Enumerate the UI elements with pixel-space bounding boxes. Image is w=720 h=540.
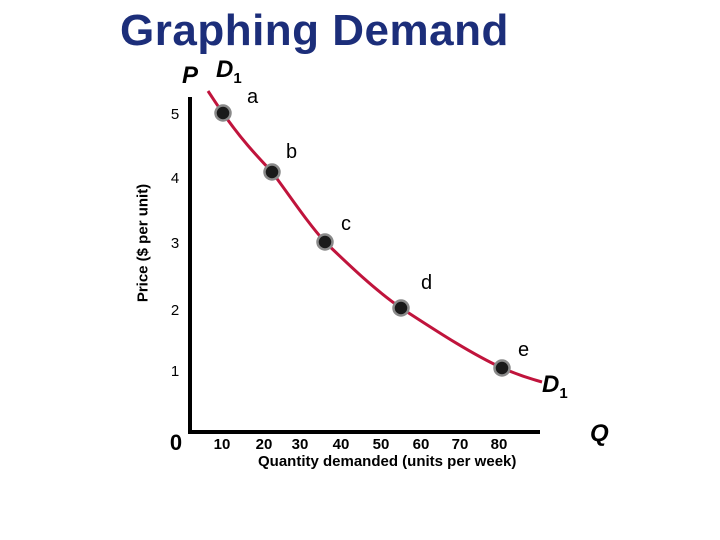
curve-label-letter: D <box>216 56 234 83</box>
point-label-e: e <box>518 339 529 361</box>
x-tick-label: 70 <box>452 436 469 453</box>
curve-label-subscript: 1 <box>559 384 568 402</box>
point-label-b: b <box>286 141 297 163</box>
demand-curve-d1 <box>206 90 543 384</box>
curve-label-letter: D <box>542 371 560 398</box>
y-tick-label: 4 <box>171 170 179 187</box>
x-tick-label: 50 <box>373 436 390 453</box>
x-axis-label: Quantity demanded (units per week) <box>258 453 517 470</box>
data-point-b <box>263 163 281 181</box>
slide-title: Graphing Demand <box>120 6 509 55</box>
x-tick-label: 40 <box>333 436 350 453</box>
y-axis-symbol: P <box>182 62 199 89</box>
data-point-d <box>392 299 410 317</box>
curve-label-top: D1 <box>216 56 242 87</box>
x-tick-label: 20 <box>256 436 273 453</box>
curve-label-subscript: 1 <box>233 69 242 87</box>
demand-curve-group <box>206 90 543 384</box>
x-axis-symbol: Q <box>590 420 609 447</box>
x-tick-label: 10 <box>214 436 231 453</box>
origin-label: 0 <box>170 430 182 455</box>
point-label-c: c <box>341 213 351 235</box>
x-tick-label: 80 <box>491 436 508 453</box>
point-label-d: d <box>421 272 432 294</box>
x-tick-label: 30 <box>292 436 309 453</box>
point-label-a: a <box>247 86 259 108</box>
y-tick-label: 5 <box>171 106 179 123</box>
y-tick-label: 3 <box>171 235 179 252</box>
data-point-a <box>214 104 232 122</box>
data-point-c <box>316 233 334 251</box>
data-points-group: a b c d e <box>214 86 529 377</box>
tick-labels-group: 1 2 3 4 5 10 20 30 40 50 60 70 80 0 <box>170 106 507 455</box>
y-tick-label: 1 <box>171 363 179 380</box>
data-point-e <box>493 359 511 377</box>
curve-label-bottom: D1 <box>542 371 568 402</box>
x-tick-label: 60 <box>413 436 430 453</box>
y-tick-label: 2 <box>171 302 179 319</box>
